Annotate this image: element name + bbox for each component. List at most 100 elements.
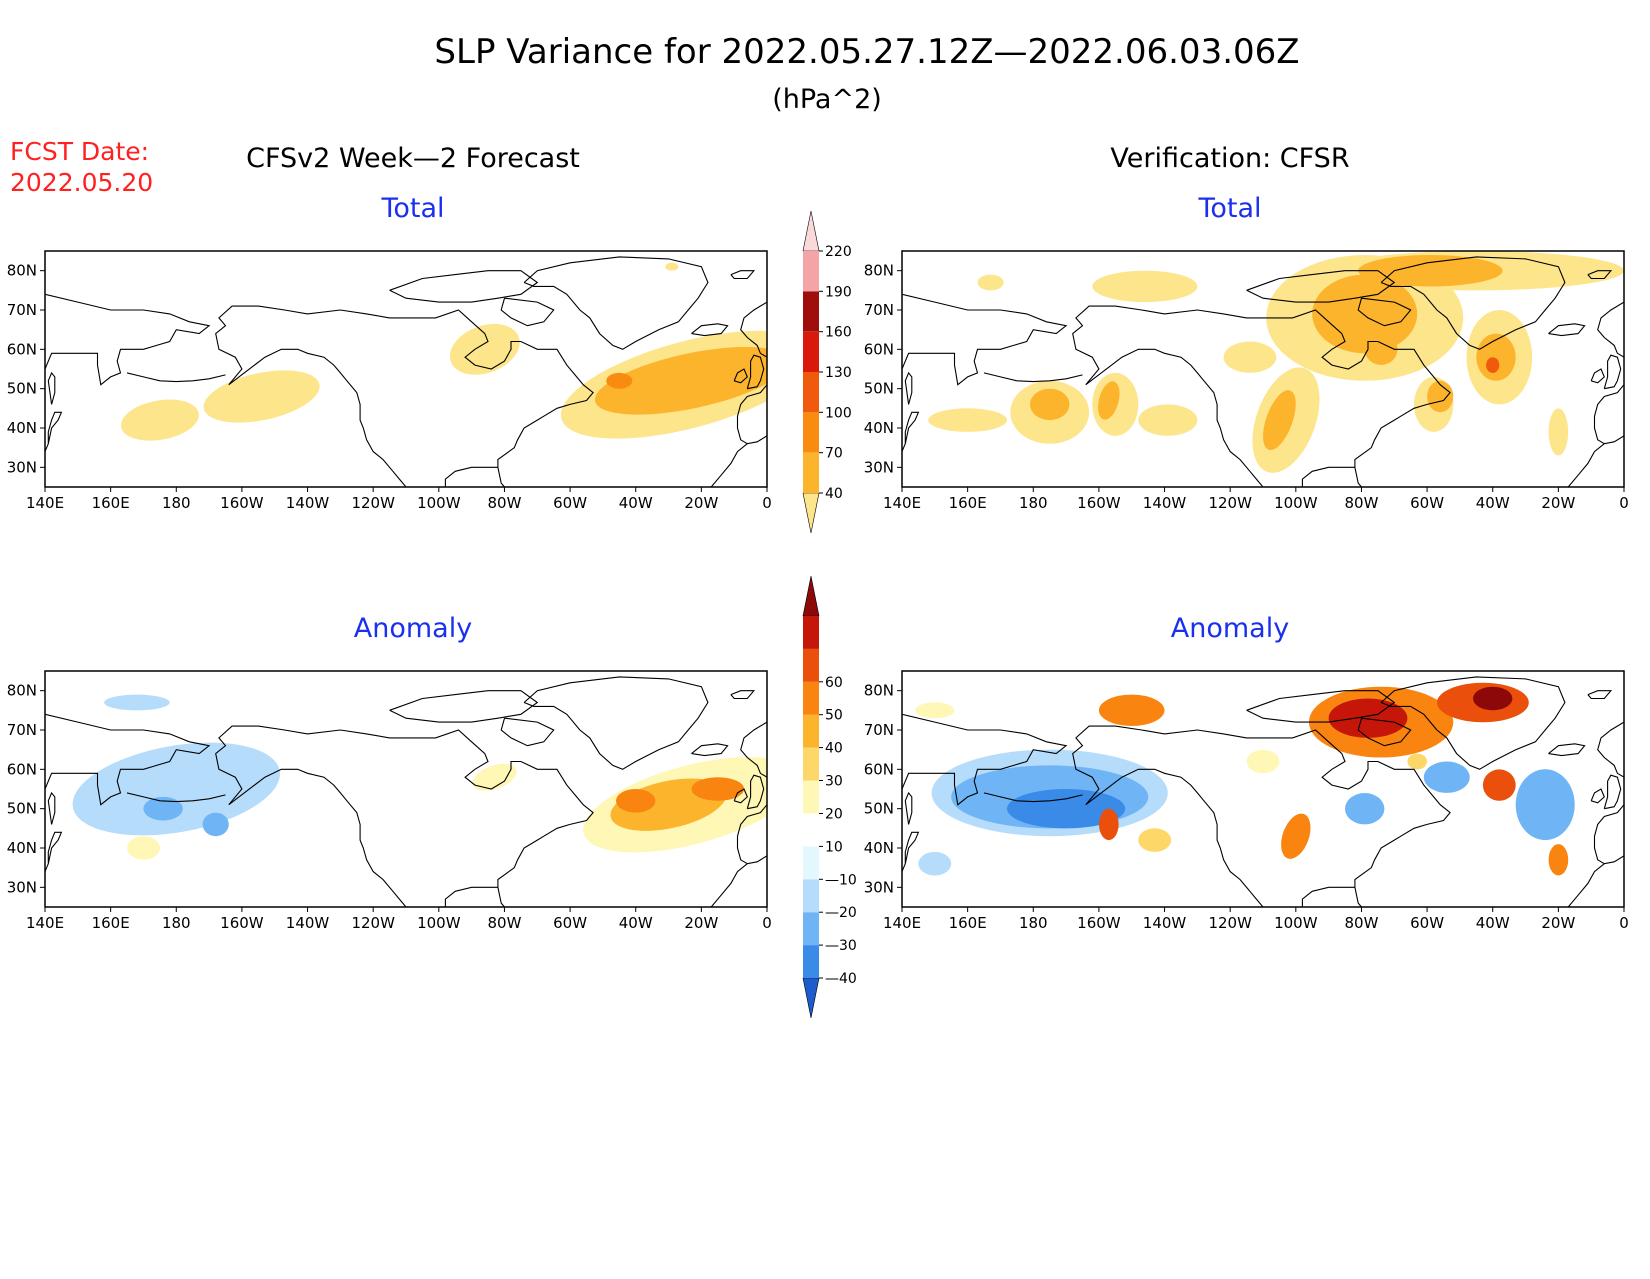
coastline xyxy=(1072,305,1451,487)
variance-contour xyxy=(606,372,633,389)
lon-tick-label: 0 xyxy=(762,494,772,512)
coastline xyxy=(1380,676,1566,770)
coastline xyxy=(1587,270,1613,280)
variance-contour xyxy=(1486,357,1500,373)
lon-tick-label: 20W xyxy=(684,914,718,932)
lon-tick-label: 120W xyxy=(1208,494,1252,512)
coastline xyxy=(1085,768,1264,907)
lon-tick-label: 120W xyxy=(351,914,395,932)
coastline xyxy=(740,301,767,358)
coastline xyxy=(746,774,765,810)
coastline xyxy=(1603,354,1622,390)
variance-contour xyxy=(449,323,520,375)
coastline xyxy=(389,690,539,723)
lon-tick-label: 140E xyxy=(26,494,64,512)
lon-tick-label: 140W xyxy=(286,914,330,932)
coastline xyxy=(1357,297,1412,327)
variance-contour xyxy=(1476,333,1516,381)
variance-contour xyxy=(1364,333,1398,365)
left-column-title: CFSv2 Week—2 Forecast xyxy=(246,143,580,174)
coastline xyxy=(1597,301,1624,358)
lat-tick-label: 60N xyxy=(864,760,894,778)
variance-contour xyxy=(665,262,679,271)
variance-contour xyxy=(1138,828,1172,852)
variance-contour xyxy=(1030,388,1070,421)
lon-tick-label: 40W xyxy=(1476,914,1510,932)
variance-contour xyxy=(1246,749,1280,774)
figure-units: (hPa^2) xyxy=(772,84,882,115)
variance-contour xyxy=(472,763,517,791)
coastline xyxy=(1357,717,1412,747)
lat-tick-label: 40N xyxy=(7,839,37,857)
lat-tick-label: 60N xyxy=(864,340,894,358)
lon-tick-label: 60W xyxy=(1410,494,1444,512)
variance-contour xyxy=(915,702,955,719)
lat-tick-label: 30N xyxy=(7,458,37,476)
lat-tick-label: 60N xyxy=(7,340,37,358)
lon-tick-label: 160E xyxy=(92,914,130,932)
coastline xyxy=(523,676,709,770)
coastline xyxy=(1380,256,1566,350)
coastline xyxy=(733,368,748,384)
coastline xyxy=(389,270,539,303)
variance-contour xyxy=(977,274,1004,291)
lat-tick-label: 30N xyxy=(864,458,894,476)
lon-tick-label: 120W xyxy=(351,494,395,512)
variance-contour xyxy=(616,789,656,813)
coastline xyxy=(1590,788,1605,804)
coastline xyxy=(904,371,913,405)
colorbar-box xyxy=(803,912,819,946)
variance-contour xyxy=(1345,793,1385,825)
coastline xyxy=(126,792,226,803)
colorbar-tick-label: 50 xyxy=(825,708,843,724)
lon-tick-label: 100W xyxy=(417,914,461,932)
variance-contour xyxy=(127,836,160,860)
colorbar-box xyxy=(803,714,819,748)
colorbar-tick-label: —20 xyxy=(825,905,857,921)
coastline xyxy=(1548,323,1586,337)
colorbar-arrow-low xyxy=(802,977,820,1019)
colorbar-tick-label: 130 xyxy=(825,365,852,381)
coastline xyxy=(1246,270,1396,303)
colorbar-box xyxy=(803,681,819,715)
lat-tick-label: 80N xyxy=(864,682,894,700)
colorbar-tick-label: —10 xyxy=(825,872,857,888)
lon-tick-label: 20W xyxy=(1541,914,1575,932)
colorbar-arrow-low xyxy=(802,492,820,534)
variance-contour xyxy=(918,851,952,876)
colorbar-box xyxy=(803,879,819,913)
coastline xyxy=(740,721,767,778)
coastline xyxy=(1593,804,1624,865)
coastline xyxy=(1593,384,1624,445)
variance-contour xyxy=(143,796,183,821)
lon-tick-label: 140E xyxy=(26,914,64,932)
colorbar-box xyxy=(803,747,819,781)
lat-tick-label: 80N xyxy=(864,262,894,280)
lat-tick-label: 50N xyxy=(7,380,37,398)
colorbar-box xyxy=(803,291,819,332)
coastline xyxy=(523,256,709,350)
coastline xyxy=(126,372,226,383)
colorbar-arrow-high xyxy=(802,575,820,617)
lon-tick-label: 160E xyxy=(92,494,130,512)
variance-contour xyxy=(1358,255,1503,287)
lon-tick-label: 80W xyxy=(487,914,521,932)
variance-contour xyxy=(1473,686,1513,711)
lat-tick-label: 80N xyxy=(7,682,37,700)
lat-tick-label: 30N xyxy=(864,878,894,896)
lon-tick-label: 180 xyxy=(1019,914,1048,932)
variance-contour xyxy=(1098,381,1120,420)
coastline xyxy=(1567,443,1605,487)
lon-tick-label: 0 xyxy=(762,914,772,932)
variance-contour xyxy=(594,346,767,415)
coastline xyxy=(902,411,920,452)
fcst-date-label: FCST Date: xyxy=(10,137,149,166)
lon-tick-label: 100W xyxy=(1274,914,1318,932)
map-panel-verif-total: 140E 160E 180 160W 140W 120W 100W 80W 60W 40W 20W 0… xyxy=(864,250,1629,512)
lon-tick-label: 80W xyxy=(1344,494,1378,512)
variance-contour xyxy=(1328,698,1408,738)
coastline xyxy=(1246,690,1396,723)
colorbar-box xyxy=(803,945,819,978)
colorbar-tick-label: 60 xyxy=(825,675,843,691)
